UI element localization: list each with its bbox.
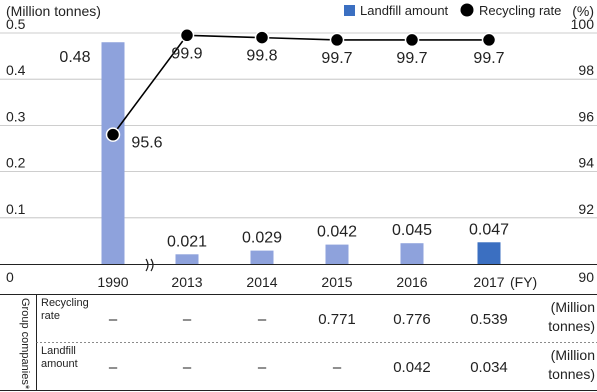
recycling-rate-label: 99.7: [396, 50, 427, 67]
y-right-tick-label: 96: [578, 108, 594, 124]
recycling-rate-point: [329, 32, 345, 48]
y-left-tick-label: 0.4: [6, 62, 26, 78]
table-cell: –: [109, 311, 118, 328]
table-row-label-line2: rate: [41, 310, 60, 322]
legend-swatch-landfill: [344, 5, 355, 16]
table-cell: 0.034: [470, 359, 508, 376]
recycling-rate-line: [105, 28, 497, 142]
landfill-bar-label: 0.047: [469, 221, 509, 238]
legend-marker-recycling: [460, 3, 474, 17]
table-cell: –: [183, 311, 192, 328]
y-axis-left-ticks: 0 0.1 0.2 0.3 0.4 0.5: [6, 16, 26, 285]
recycling-rate-label: 95.6: [131, 135, 162, 152]
recycling-rate-point: [254, 30, 270, 45]
table-unit-line1: (Million: [551, 347, 595, 363]
recycling-rate-label: 99.9: [171, 45, 202, 62]
table-cell: 0.042: [393, 359, 431, 376]
recycling-rate-label: 99.7: [321, 50, 352, 67]
landfill-bar: [325, 244, 349, 264]
table-row-label-line2: amount: [41, 358, 78, 370]
x-tick-label: 2016: [396, 274, 427, 290]
x-tick-label: 1990: [97, 274, 128, 290]
table-cell: 0.771: [318, 311, 356, 328]
landfill-bar-label: 0.042: [317, 224, 357, 241]
y-right-tick-label: 98: [578, 62, 594, 78]
table-cell: –: [258, 311, 267, 328]
table-cell: 0.539: [470, 311, 508, 328]
table-cell: –: [258, 359, 267, 376]
landfill-bar: [101, 42, 125, 264]
landfill-bar: [400, 243, 424, 264]
recycling-rate-polyline: [112, 34, 489, 136]
landfill-bar: [477, 242, 501, 264]
y-left-tick-label: 0.2: [6, 155, 26, 171]
x-tick-label: 2014: [246, 274, 277, 290]
legend-label-landfill: Landfill amount: [360, 3, 449, 18]
recycling-rate-label: 99.7: [473, 50, 504, 67]
landfill-bar-labels: 0.48 0.021 0.029 0.042 0.045 0.047: [59, 49, 509, 250]
y-right-tick-label: 94: [578, 155, 594, 171]
landfill-bars: [101, 42, 501, 264]
x-tick-label: 2015: [321, 274, 352, 290]
y-axis-right-title: (%): [572, 3, 594, 19]
table-cell: –: [183, 359, 192, 376]
legend-label-recycling: Recycling rate: [479, 3, 561, 18]
recycling-rate-point: [105, 127, 121, 142]
table-cell: –: [333, 359, 342, 376]
x-tick-label: 2013: [171, 274, 202, 290]
table-group-label: Group companies*: [19, 298, 31, 390]
table-row-label: Recycling: [41, 297, 89, 309]
y-axis-left-title: (Million tonnes): [6, 3, 101, 19]
table-unit-line2: tonnes): [548, 366, 595, 382]
table-cell: –: [109, 359, 118, 376]
landfill-bar-label: 0.029: [242, 230, 282, 247]
x-tick-label: 2017: [473, 274, 504, 290]
table-unit-line2: tonnes): [548, 318, 595, 334]
recycling-rate-point: [179, 28, 195, 43]
landfill-bar: [250, 250, 274, 264]
table-unit-line1: (Million: [551, 299, 595, 315]
x-axis-ticks: 1990 2013 2014 2015 2016 2017: [97, 274, 504, 290]
recycling-rate-point: [481, 32, 497, 48]
y-right-tick-label: 92: [578, 201, 594, 217]
group-companies-table: Group companies*: [0, 294, 597, 391]
y-right-tick-label: 90: [578, 269, 594, 285]
landfill-bar-label: 0.045: [392, 222, 432, 239]
table-cell: 0.776: [393, 311, 431, 328]
landfill-bar-label: 0.021: [167, 233, 207, 250]
recycling-rate-labels: 95.6 99.9 99.8 99.7 99.7 99.7: [131, 45, 504, 151]
y-axis-right-ticks: 90 92 94 96 98 100: [571, 16, 595, 285]
table-row-label: Landfill: [41, 345, 76, 357]
landfill-bar: [175, 254, 199, 264]
recycling-rate-point: [404, 32, 420, 48]
legend: Landfill amount Recycling rate: [344, 3, 561, 18]
recycling-rate-label: 99.8: [246, 48, 277, 65]
landfill-bar-label: 0.48: [59, 49, 90, 66]
y-left-tick-label: 0.3: [6, 108, 26, 124]
x-axis-unit: (FY): [510, 274, 537, 290]
gridlines: [0, 32, 597, 219]
y-left-tick-label: 0: [6, 269, 14, 285]
y-right-tick-label: 100: [571, 16, 595, 32]
y-left-tick-label: 0.5: [6, 16, 26, 32]
y-left-tick-label: 0.1: [6, 201, 26, 217]
